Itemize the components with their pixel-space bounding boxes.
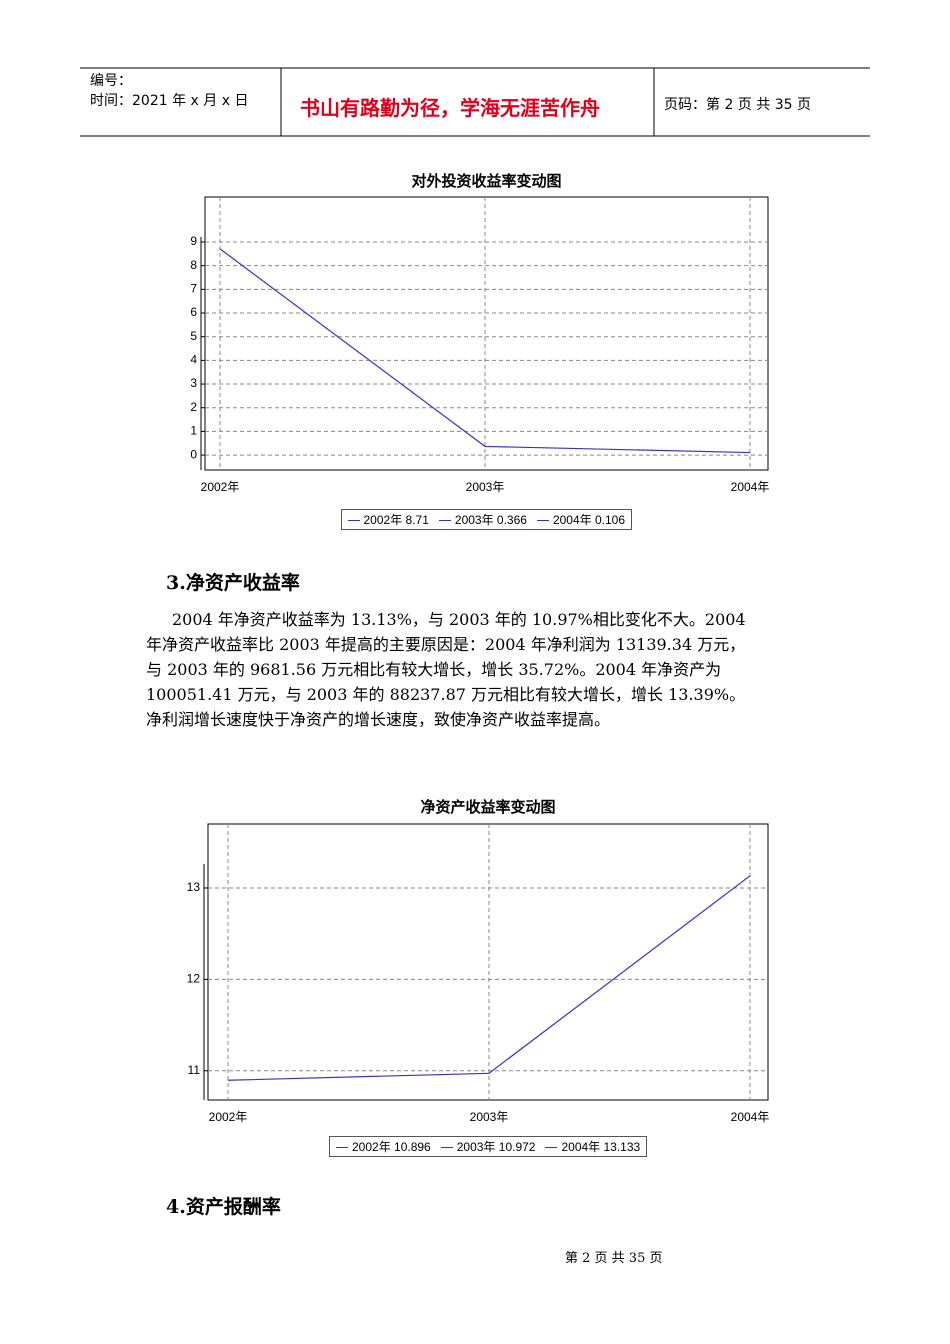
legend-text: 2004年 13.133	[561, 1140, 641, 1154]
legend: 2002年 10.896 2003年 10.972 2004年 13.133	[329, 1136, 648, 1157]
legend-text: 2002年 10.896	[352, 1140, 431, 1154]
y-tick-label: 2	[190, 400, 197, 414]
x-tick-label: 2003年	[470, 1110, 509, 1124]
paragraph: 2004 年净资产收益率为 13.13%，与 2003 年的 10.97%相比变…	[146, 607, 746, 732]
legend-text: 2002年 8.71	[363, 513, 429, 527]
y-tick-label: 3	[190, 376, 197, 390]
paragraph-line: 净利润增长速度快于净资产的增长速度，致使净资产收益率提高。	[146, 710, 611, 729]
legend-swatch	[545, 1147, 558, 1149]
legend-swatch	[438, 520, 451, 522]
legend-swatch	[440, 1147, 453, 1149]
legend-swatch	[347, 520, 360, 522]
plot-frame	[204, 196, 769, 471]
legend-swatch	[536, 520, 549, 522]
x-tick-label: 2003年	[466, 480, 505, 494]
legend: 2002年 8.71 2003年 0.366 2004年 0.106	[340, 509, 633, 530]
y-tick-label: 9	[190, 234, 197, 248]
legend-text: 2003年 10.972	[456, 1140, 536, 1154]
footer: 第 2 页 共 35 页	[565, 1251, 663, 1266]
y-tick-label: 1	[190, 424, 197, 438]
y-tick-label: 11	[188, 1063, 201, 1077]
legend-item: 2002年 10.896	[336, 1138, 431, 1155]
y-tick-label: 0	[190, 447, 197, 461]
header-date: 时间：2021 年 x 月 x 日	[90, 93, 249, 109]
header-motto: 书山有路勤为径，学海无涯苦作舟	[300, 96, 600, 120]
paragraph-line: 100051.41 万元，与 2003 年的 88237.87 万元相比有较大增…	[146, 685, 746, 704]
paragraph-line: 与 2003 年的 9681.56 万元相比有较大增长，增长 35.72%。20…	[146, 660, 722, 679]
y-tick-label: 7	[190, 282, 197, 296]
data-line	[227, 875, 751, 1081]
x-tick-label: 2004年	[731, 1110, 770, 1124]
paragraph-line: 2004 年净资产收益率为 13.13%，与 2003 年的 10.97%相比变…	[172, 610, 746, 629]
header-page: 页码：第 2 页 共 35 页	[664, 97, 811, 113]
y-tick-label: 13	[187, 880, 201, 894]
legend-item: 2002年 8.71	[347, 511, 429, 528]
y-tick-label: 6	[190, 305, 197, 319]
y-tick-label: 12	[187, 972, 201, 986]
legend-item: 2003年 10.972	[440, 1138, 536, 1155]
header-number: 编号：	[90, 73, 132, 89]
legend-item: 2004年 0.106	[536, 511, 626, 528]
legend-text: 2004年 0.106	[552, 513, 626, 527]
legend-text: 2003年 0.366	[454, 513, 527, 527]
data-line	[219, 248, 751, 454]
x-tick-label: 2002年	[201, 480, 240, 494]
section-heading: 3.净资产收益率	[166, 572, 300, 594]
legend-item: 2004年 13.133	[545, 1138, 640, 1155]
legend-item: 2003年 0.366	[438, 511, 527, 528]
y-tick-label: 4	[190, 353, 197, 367]
section-heading: 4.资产报酬率	[166, 1196, 281, 1218]
chart-title: 净资产收益率变动图	[420, 798, 555, 816]
y-tick-label: 8	[190, 258, 197, 272]
x-tick-label: 2004年	[731, 480, 770, 494]
plot-frame	[207, 823, 769, 1101]
x-tick-label: 2002年	[209, 1110, 248, 1124]
paragraph-line: 年净资产收益率比 2003 年提高的主要原因是：2004 年净利润为 13139…	[146, 635, 746, 654]
chart-title: 对外投资收益率变动图	[411, 172, 561, 190]
y-tick-label: 5	[190, 329, 197, 343]
legend-swatch	[336, 1147, 348, 1149]
